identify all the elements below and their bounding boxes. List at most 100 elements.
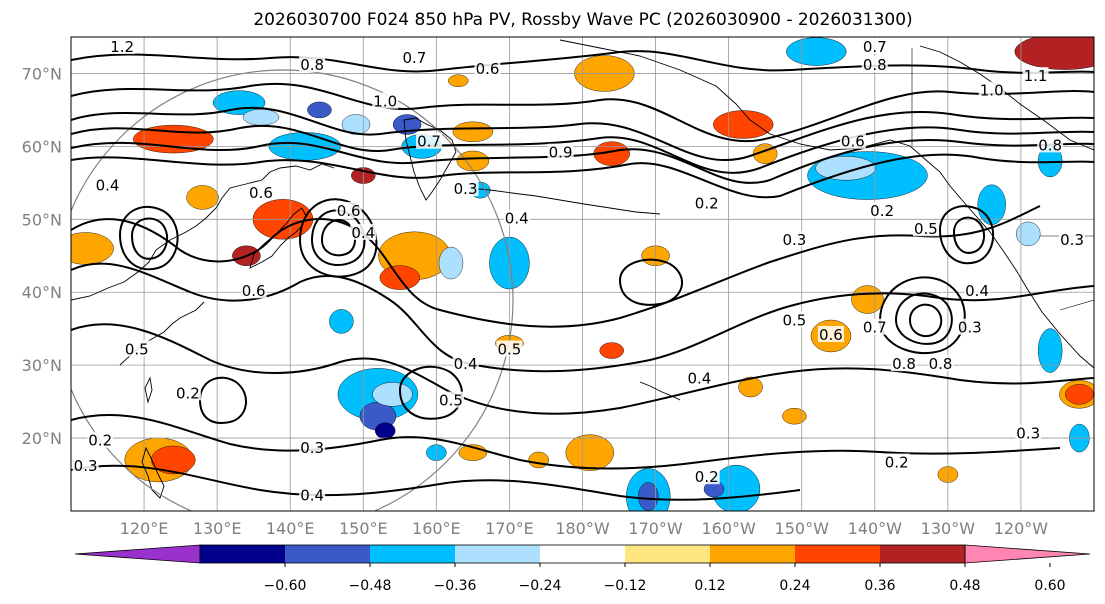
pv-anomaly-blob <box>438 246 464 280</box>
contour-label-bg <box>452 180 479 197</box>
pv-contour-line <box>71 50 1094 74</box>
pv-anomaly-blob <box>782 408 807 425</box>
contour-label-bg <box>72 457 99 474</box>
contour-label: 0.7 <box>863 319 887 337</box>
contour-label-bg <box>401 48 428 65</box>
contour-label-bg <box>240 282 267 299</box>
pv-anomaly-blob <box>1065 384 1094 405</box>
contour-label-bg <box>869 202 896 219</box>
contour-label: 0.5 <box>782 311 806 329</box>
pv-anomaly-blob <box>713 110 774 139</box>
lon-tick-label: 160°E <box>412 519 461 538</box>
pv-contour-line <box>952 216 985 254</box>
contour-label-bg <box>109 37 136 54</box>
pv-anomaly-blob <box>738 376 763 398</box>
contour-label-bg <box>474 59 501 76</box>
lon-tick-label: 180°W <box>555 519 610 538</box>
contour-label: 0.7 <box>863 38 887 56</box>
contour-label-bg <box>503 209 530 226</box>
pv-contours <box>71 50 1094 501</box>
contour-label: 0.2 <box>885 454 909 472</box>
pv-anomaly-blob <box>1016 221 1041 247</box>
pv-anomaly-blob <box>1037 328 1063 373</box>
pv-anomaly-blob <box>528 451 549 469</box>
pv-anomaly-blob <box>372 382 413 407</box>
colorbar-extend-high <box>964 544 1091 564</box>
pv-contour-line <box>130 217 169 260</box>
contour-label: 0.6 <box>249 184 273 202</box>
contour-label: 0.4 <box>454 355 478 373</box>
contour-label-bg <box>693 194 720 211</box>
pv-anomaly-blob <box>151 445 196 475</box>
contour-label: 0.4 <box>687 370 711 388</box>
lat-tick-label: 50°N <box>22 210 62 229</box>
pv-anomaly-blob <box>375 422 396 439</box>
pv-contour-line <box>618 258 683 306</box>
contour-label-bg <box>781 231 808 248</box>
contour-label: 0.2 <box>695 195 719 213</box>
contour-label-bg <box>416 132 443 149</box>
colorbar-swatch <box>200 545 285 563</box>
coastline-aleutians <box>467 187 661 215</box>
contour-label: 0.3 <box>74 457 98 475</box>
pv-contour-line <box>71 413 1061 470</box>
coastline-alaska <box>559 39 1094 369</box>
lon-tick-label: 170°E <box>485 519 534 538</box>
contour-label: 0.6 <box>476 60 500 78</box>
contour-label: 0.3 <box>300 439 324 457</box>
contour-label-bg <box>437 391 464 408</box>
colorbar-tick-label: 0.36 <box>864 578 895 594</box>
pv-contour-line <box>71 106 1094 162</box>
pv-anomaly-blob <box>242 109 280 126</box>
colorbar-swatch <box>455 545 540 563</box>
pv-anomaly-shading <box>71 37 1094 511</box>
pv-contour-line <box>71 205 1041 328</box>
colorbar-tick-label: 0.24 <box>779 578 810 594</box>
contour-label: 0.4 <box>505 209 529 227</box>
contour-label-bg <box>861 56 888 73</box>
graticule <box>71 37 1094 511</box>
pv-contour-line <box>118 206 179 271</box>
pv-anomaly-blob <box>448 74 469 87</box>
lon-tick-label: 170°W <box>628 519 683 538</box>
pv-anomaly-blob <box>851 285 884 314</box>
map-panel: 1.20.70.81.00.60.70.81.01.10.40.70.90.30… <box>22 36 1095 538</box>
contour-label: 0.3 <box>1060 231 1084 249</box>
contour-label: 0.2 <box>870 202 894 220</box>
lon-tick-label: 140°E <box>266 519 315 538</box>
contour-label: 0.5 <box>439 392 463 410</box>
colorbar-tick-label: −0.48 <box>349 578 392 594</box>
pv-contour-line <box>938 205 995 265</box>
pv-anomaly-blob <box>786 37 847 66</box>
contour-label-bg <box>1022 67 1049 84</box>
reference-circle <box>71 69 514 511</box>
colorbar-tick-label: −0.36 <box>434 578 477 594</box>
pv-anomaly-blob <box>599 342 624 359</box>
contour-label: 0.5 <box>497 341 521 359</box>
pv-anomaly-blob <box>186 185 219 210</box>
contour-label-bg <box>547 143 574 160</box>
lat-tick-label: 40°N <box>22 283 62 302</box>
colorbar-tick-label: −0.12 <box>604 578 647 594</box>
contour-label-bg <box>883 453 910 470</box>
pv-anomaly-blob <box>307 101 332 119</box>
figure-title: 2026030700 F024 850 hPa PV, Rossby Wave … <box>253 10 912 30</box>
contour-label-bg <box>299 486 326 503</box>
pv-contour-line <box>878 276 966 355</box>
lat-tick-label: 70°N <box>22 64 62 83</box>
contour-label-bg <box>1037 136 1064 153</box>
contour-label: 0.5 <box>914 220 938 238</box>
pv-contour-line <box>908 303 943 338</box>
contour-label: 0.2 <box>176 384 200 402</box>
pv-contour-line <box>71 262 1094 373</box>
contour-label: 0.6 <box>819 326 843 344</box>
contour-label: 0.8 <box>929 355 953 373</box>
longitude-labels: 120°E 130°E 140°E 150°E 160°E 170°E 180°W 170°W… <box>120 519 1049 538</box>
colorbar-swatch <box>880 545 965 563</box>
lon-tick-label: 120°W <box>994 519 1049 538</box>
contour-label-bg <box>817 325 844 342</box>
contour-label: 0.8 <box>863 56 887 74</box>
pv-anomaly-blob <box>452 121 494 143</box>
contour-label: 0.6 <box>242 282 266 300</box>
